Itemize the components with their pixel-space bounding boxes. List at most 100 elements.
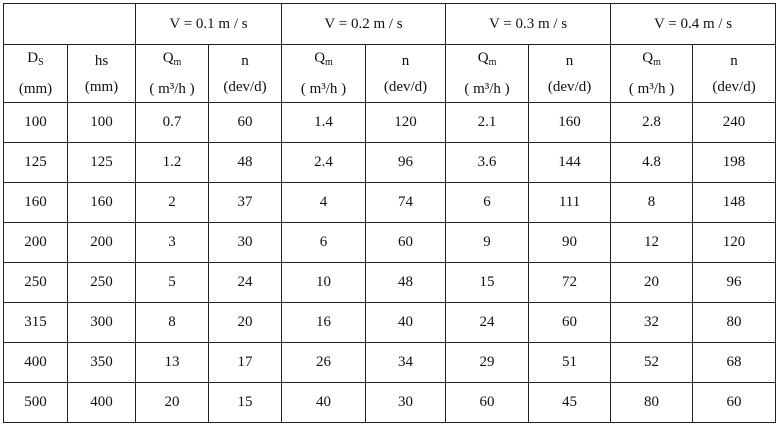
data-cell: 80 (692, 302, 777, 343)
data-cell: 6 (445, 182, 530, 223)
data-cell: 60 (365, 222, 447, 263)
data-cell: 4.8 (610, 142, 694, 183)
data-cell: 125 (3, 142, 68, 183)
data-row: 400 350 13 17 26 34 29 51 52 68 (3, 342, 777, 383)
column-header: hs (mm) (67, 44, 136, 103)
data-cell: 60 (528, 302, 612, 343)
data-cell: 5 (135, 262, 209, 303)
group-header: V = 0.2 m / s (281, 3, 447, 45)
data-cell: 90 (528, 222, 612, 263)
data-cell: 200 (3, 222, 68, 263)
data-cell: 60 (207, 102, 283, 143)
column-unit: (mm) (18, 81, 53, 97)
data-row: 250 250 5 24 10 48 15 72 20 96 (3, 262, 777, 303)
data-cell: 37 (207, 182, 283, 223)
data-cell: 2.1 (445, 102, 530, 143)
data-cell: 6 (281, 222, 367, 263)
data-cell: 20 (207, 302, 283, 343)
data-cell: 24 (207, 262, 283, 303)
data-cell: 72 (528, 262, 612, 303)
data-cell: 111 (528, 182, 612, 223)
data-cell: 200 (67, 222, 136, 263)
data-cell: 8 (135, 302, 209, 343)
data-cell: 350 (67, 342, 136, 383)
data-cell: 60 (692, 382, 777, 423)
data-cell: 48 (365, 262, 447, 303)
data-cell: 74 (365, 182, 447, 223)
data-cell: 2.8 (610, 102, 694, 143)
column-symbol: Q (162, 50, 174, 66)
column-unit: (dev/d) (223, 78, 267, 95)
column-symbol: n (401, 52, 410, 69)
data-row: 500 400 20 15 40 30 60 45 80 60 (3, 382, 777, 423)
data-cell: 20 (135, 382, 209, 423)
data-cell: 9 (445, 222, 530, 263)
column-symbol: hs (94, 52, 109, 69)
column-symbol: n (565, 52, 574, 69)
column-header: n (dev/d) (528, 44, 612, 103)
data-cell: 120 (692, 222, 777, 263)
data-cell: 300 (67, 302, 136, 343)
data-row: 125 125 1.2 48 2.4 96 3.6 144 4.8 198 (3, 142, 777, 183)
column-header: Qm ( m³/h ) (135, 44, 209, 103)
data-cell: 100 (3, 102, 68, 143)
column-symbol: n (730, 52, 738, 69)
data-cell: 8 (610, 182, 694, 223)
data-cell: 160 (3, 182, 68, 223)
data-cell: 2 (135, 182, 209, 223)
column-unit: ( m³/h ) (464, 81, 510, 97)
data-cell: 80 (610, 382, 694, 423)
data-cell: 400 (3, 342, 68, 383)
data-cell: 500 (3, 382, 68, 423)
data-cell: 24 (445, 302, 530, 343)
column-header-row: DS (mm) hs (mm) Qm ( m³/h ) n (dev/d) Qm ( m³/h )… (3, 44, 777, 103)
data-cell: 40 (281, 382, 367, 423)
group-header: V = 0.3 m / s (445, 3, 612, 45)
column-unit: ( m³/h ) (300, 81, 347, 97)
data-cell: 2.4 (281, 142, 367, 183)
data-cell: 34 (365, 342, 447, 383)
data-cell: 160 (528, 102, 612, 143)
column-symbol: Q (642, 50, 654, 66)
column-symbol: Q (314, 50, 326, 66)
data-cell: 48 (207, 142, 283, 183)
data-cell: 51 (528, 342, 612, 383)
data-cell: 16 (281, 302, 367, 343)
column-header: n (dev/d) (692, 44, 777, 103)
data-cell: 125 (67, 142, 136, 183)
data-cell: 45 (528, 382, 612, 423)
column-header: Qm ( m³/h ) (610, 44, 694, 103)
column-unit: ( m³/h ) (149, 81, 195, 97)
data-cell: 30 (207, 222, 283, 263)
data-cell: 3.6 (445, 142, 530, 183)
data-row: 100 100 0.7 60 1.4 120 2.1 160 2.8 240 (3, 102, 777, 143)
corner-cell (3, 3, 136, 45)
column-symbol: n (241, 52, 249, 69)
column-subscript: S (38, 57, 44, 68)
data-cell: 40 (365, 302, 447, 343)
data-row: 315 300 8 20 16 40 24 60 32 80 (3, 302, 777, 343)
column-unit: (dev/d) (712, 78, 756, 95)
data-cell: 250 (3, 262, 68, 303)
data-cell: 1.4 (281, 102, 367, 143)
data-cell: 52 (610, 342, 694, 383)
column-header: n (dev/d) (365, 44, 447, 103)
data-cell: 100 (67, 102, 136, 143)
data-cell: 12 (610, 222, 694, 263)
data-cell: 30 (365, 382, 447, 423)
column-header: Qm ( m³/h ) (281, 44, 367, 103)
column-header: n (dev/d) (207, 44, 283, 103)
data-cell: 68 (692, 342, 777, 383)
data-cell: 20 (610, 262, 694, 303)
data-row: 200 200 3 30 6 60 9 90 12 120 (3, 222, 777, 263)
data-cell: 17 (207, 342, 283, 383)
group-header: V = 0.4 m / s (610, 3, 777, 45)
data-cell: 148 (692, 182, 777, 223)
data-cell: 160 (67, 182, 136, 223)
data-cell: 96 (692, 262, 777, 303)
column-subscript: m (173, 57, 182, 68)
data-cell: 250 (67, 262, 136, 303)
data-cell: 29 (445, 342, 530, 383)
